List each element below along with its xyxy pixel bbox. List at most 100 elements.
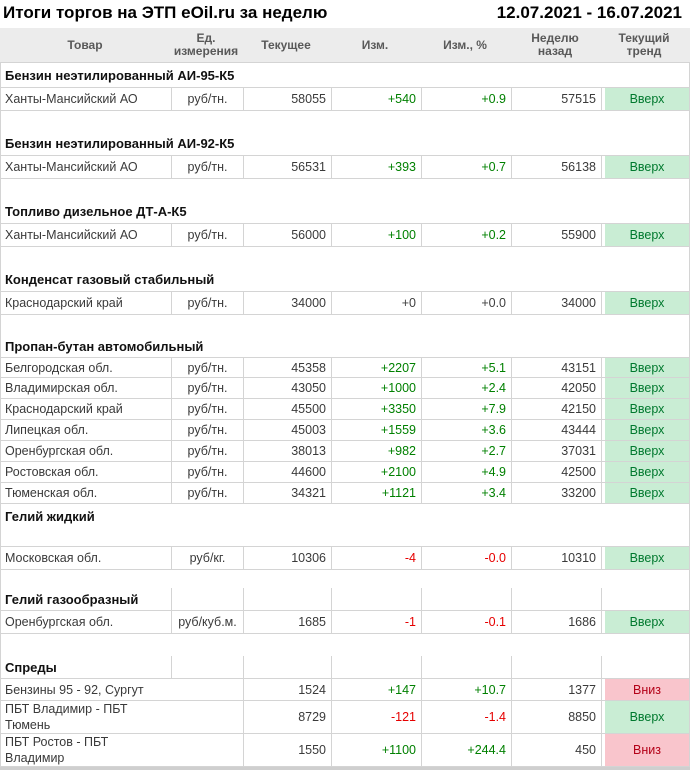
section-header-cell: [243, 656, 331, 678]
product-cell: Краснодарский край: [5, 296, 123, 310]
page-title: Итоги торгов на ЭТП eOil.ru за неделю: [3, 3, 328, 22]
section-header-cell: [331, 588, 421, 610]
change-cell: -1: [331, 611, 421, 633]
trend-cell: Вверх: [601, 292, 689, 314]
section-title: Конденсат газовый стабильный: [5, 271, 215, 287]
current-value-cell: 56531: [243, 156, 331, 178]
section-header: Конденсат газовый стабильный: [1, 267, 689, 291]
title-bar: Итоги торгов на ЭТП eOil.ru за неделю 12…: [0, 0, 690, 28]
table-row: Московская обл. руб/кг. 10306 -4 -0.0 10310 Вв…: [1, 546, 689, 570]
section-header: Спреды: [1, 656, 689, 678]
change-pct-cell: -1.4: [421, 701, 511, 733]
product-cell: Ханты-Мансийский АО: [5, 92, 138, 106]
trend-badge: Вверх: [605, 156, 689, 178]
trend-cell: Вверх: [601, 399, 689, 419]
column-header-change: Изм.: [361, 37, 389, 52]
trend-badge: Вверх: [605, 701, 689, 733]
table-row: ПБТ Ростов - ПБТ Владимир 1550 +1100 +244.4…: [1, 734, 689, 767]
product-cell: Липецкая обл.: [5, 423, 89, 437]
report-date-range: 12.07.2021 - 16.07.2021: [496, 3, 682, 22]
column-header-row: Товар Ед. измерения Текущее Изм. Изм., %…: [0, 28, 690, 63]
change-cell: +3350: [331, 399, 421, 419]
week-ago-cell: 1686: [511, 611, 601, 633]
trend-cell: Вверх: [601, 420, 689, 440]
change-cell: +2207: [331, 358, 421, 377]
trend-badge: Вверх: [605, 547, 689, 569]
change-pct-cell: +0.0: [421, 292, 511, 314]
section-header: Гелий газообразный: [1, 588, 689, 610]
week-ago-cell: 42050: [511, 378, 601, 398]
change-pct-cell: +10.7: [421, 679, 511, 700]
week-ago-cell: 57515: [511, 88, 601, 110]
table-row: Оренбургская обл. руб/тн. 38013 +982 +2.7 370…: [1, 441, 689, 462]
current-value-cell: 43050: [243, 378, 331, 398]
week-ago-cell: 33200: [511, 483, 601, 503]
trend-cell: Вверх: [601, 88, 689, 110]
section-header-cell: [171, 656, 243, 678]
column-header-current: Текущее: [261, 37, 311, 52]
change-cell: +982: [331, 441, 421, 461]
trend-badge: Вниз: [605, 679, 689, 700]
change-cell: +2100: [331, 462, 421, 482]
trend-cell: Вверх: [601, 547, 689, 569]
section-header-cell: [171, 588, 243, 610]
trend-badge: Вверх: [605, 483, 689, 503]
current-value-cell: 45500: [243, 399, 331, 419]
change-cell: +1100: [331, 734, 421, 766]
section-header: Гелий жидкий: [1, 504, 689, 546]
week-ago-cell: 55900: [511, 224, 601, 246]
trend-cell: Вверх: [601, 224, 689, 246]
section-title: Бензин неэтилированный АИ-92-К5: [5, 135, 235, 151]
trend-cell: Вверх: [601, 701, 689, 733]
column-header-product: Товар: [67, 37, 103, 52]
week-ago-cell: 56138: [511, 156, 601, 178]
week-ago-cell: 43444: [511, 420, 601, 440]
change-pct-cell: +3.4: [421, 483, 511, 503]
section: Бензин неэтилированный АИ-95-К5 Ханты-Ман…: [1, 63, 689, 111]
week-ago-cell: 43151: [511, 358, 601, 377]
current-value-cell: 56000: [243, 224, 331, 246]
unit-cell: руб/тн.: [171, 420, 243, 440]
change-pct-cell: +5.1: [421, 358, 511, 377]
section-header: Топливо дизельное ДТ-А-К5: [1, 199, 689, 223]
current-value-cell: 58055: [243, 88, 331, 110]
week-ago-cell: 10310: [511, 547, 601, 569]
change-cell: +393: [331, 156, 421, 178]
product-cell: Владимирская обл.: [5, 381, 118, 395]
week-ago-cell: 34000: [511, 292, 601, 314]
table-row: Липецкая обл. руб/тн. 45003 +1559 +3.6 43444 В…: [1, 420, 689, 441]
trend-badge: Вверх: [605, 462, 689, 482]
column-header-unit: Ед. измерения: [173, 31, 239, 58]
product-cell: Оренбургская обл.: [5, 444, 114, 458]
section: Конденсат газовый стабильный Краснодарски…: [1, 267, 689, 315]
product-cell: Тюменская обл.: [5, 486, 98, 500]
section-title: Пропан-бутан автомобильный: [5, 338, 204, 354]
trend-badge: Вверх: [605, 292, 689, 314]
unit-cell: руб/тн.: [171, 292, 243, 314]
change-pct-cell: +0.9: [421, 88, 511, 110]
section-title: Спреды: [5, 659, 57, 675]
table-row: Краснодарский край руб/тн. 45500 +3350 +7.9 4…: [1, 399, 689, 420]
week-ago-cell: 1377: [511, 679, 601, 700]
product-cell: Ханты-Мансийский АО: [5, 228, 138, 242]
column-header-trend: Текущий тренд: [618, 31, 670, 58]
section-header-cell: [421, 656, 511, 678]
product-cell: Белгородская обл.: [5, 360, 113, 375]
current-value-cell: 45358: [243, 358, 331, 377]
trend-cell: Вверх: [601, 483, 689, 503]
section: Гелий газообразный Оренбургская обл. руб/к…: [1, 588, 689, 634]
table-row: Бензины 95 - 92, Сургут 1524 +147 +10.7 1377…: [1, 678, 689, 701]
section-title: Гелий жидкий: [5, 509, 95, 524]
column-header-change-pct: Изм., %: [443, 37, 487, 52]
product-cell: Бензины 95 - 92, Сургут: [5, 682, 144, 697]
section-header-cell: [331, 656, 421, 678]
unit-cell: руб/тн.: [171, 358, 243, 377]
week-ago-cell: 42500: [511, 462, 601, 482]
section-header: Бензин неэтилированный АИ-95-К5: [1, 63, 689, 87]
current-value-cell: 1685: [243, 611, 331, 633]
change-pct-cell: +244.4: [421, 734, 511, 766]
trend-badge: Вверх: [605, 399, 689, 419]
unit-cell: руб/кг.: [171, 547, 243, 569]
product-cell: Московская обл.: [5, 551, 102, 565]
change-pct-cell: +2.4: [421, 378, 511, 398]
